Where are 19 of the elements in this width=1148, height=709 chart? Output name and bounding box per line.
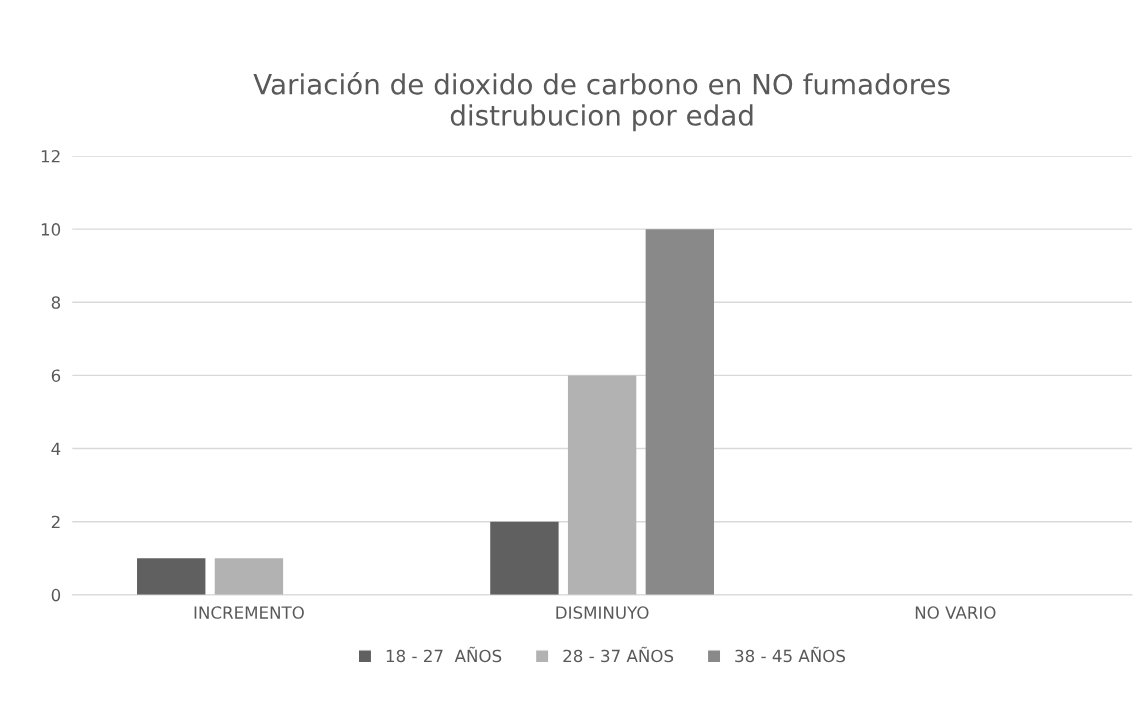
y-tick-label: 6	[51, 369, 61, 382]
y-tick-label: 0	[51, 588, 61, 602]
bar	[645, 229, 715, 595]
bar	[567, 375, 637, 595]
y-tick-label: 10	[41, 223, 61, 236]
y-tick-label: 12	[41, 149, 60, 163]
x-tick-label: DISMINUYO	[556, 606, 649, 619]
y-tick-label: 8	[51, 296, 61, 309]
bar	[137, 558, 206, 595]
legend-label: 28 - 37 AÑOS	[563, 646, 674, 663]
legend-label: 38 - 45 AÑOS	[735, 646, 846, 663]
chart-title: Variación de dioxido de carbono en NO fumadores distrubucion por edad	[253, 72, 950, 132]
bar	[214, 558, 284, 595]
bar	[490, 521, 559, 595]
x-tick-label: INCREMENTO	[194, 606, 304, 619]
y-tick-label: 4	[51, 442, 61, 455]
y-tick-label: 2	[51, 515, 60, 529]
x-tick-label: NO VARIO	[915, 606, 996, 619]
legend-label: 18 - 27 AÑOS	[386, 646, 502, 663]
